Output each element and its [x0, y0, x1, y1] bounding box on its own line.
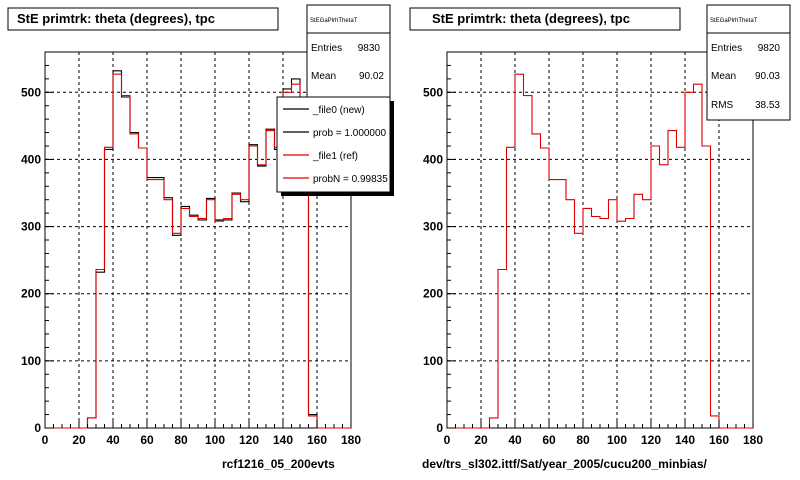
y-tick-label: 300	[423, 220, 443, 234]
y-tick-label: 0	[436, 421, 443, 435]
x-tick-label: 40	[508, 433, 522, 447]
y-tick-label: 200	[21, 287, 41, 301]
right-stats-mean-label: Mean	[711, 71, 736, 82]
histogram-series-1	[45, 73, 351, 429]
left-histograms	[45, 70, 351, 429]
x-tick-label: 180	[743, 433, 763, 447]
x-tick-label: 0	[42, 433, 49, 447]
left-axis-ticks: 0 20 40 60 80 100 120 140 160 180 0 100 200 300 400 500	[21, 51, 361, 447]
x-tick-label: 140	[273, 433, 293, 447]
x-tick-label: 180	[341, 433, 361, 447]
x-tick-label: 20	[474, 433, 488, 447]
x-tick-label: 120	[239, 433, 259, 447]
x-tick-label: 20	[72, 433, 86, 447]
x-tick-label: 80	[576, 433, 590, 447]
right-axis-ticks: 0 20 40 60 80 100 120 140 160 180 0 100 200 300 400 500	[423, 51, 763, 447]
right-stats-rms-label: RMS	[711, 100, 734, 111]
left-legend: _file0 (new) prob = 1.000000 _file1 (ref…	[276, 96, 394, 196]
x-tick-label: 120	[641, 433, 661, 447]
histogram-series-0	[45, 70, 351, 429]
x-tick-label: 60	[542, 433, 556, 447]
right-histograms	[447, 73, 753, 429]
left-stats-name: StEGaPlrhThetaT	[310, 18, 358, 24]
x-tick-label: 140	[675, 433, 695, 447]
legend-label-ref: _file1 (ref)	[312, 151, 358, 162]
right-title: StE primtrk: theta (degrees), tpc	[432, 11, 630, 26]
y-tick-label: 100	[21, 354, 41, 368]
y-tick-label: 400	[21, 152, 41, 166]
x-tick-label: 60	[140, 433, 154, 447]
right-x-label: dev/trs_sl302.ittf/Sat/year_2005/cucu200…	[422, 457, 707, 471]
y-tick-label: 0	[34, 421, 41, 435]
right-stats-entries-label: Entries	[711, 43, 742, 54]
right-stats-mean: 90.03	[755, 71, 780, 82]
right-stats-name: StEGaPlrhThetaT	[710, 18, 758, 24]
legend-label-probn: probN = 0.99835	[313, 174, 388, 185]
x-tick-label: 160	[709, 433, 729, 447]
left-stats-mean: 90.02	[359, 71, 384, 82]
legend-label-new: _file0 (new)	[312, 105, 365, 116]
right-stats-entries: 9820	[758, 43, 781, 54]
y-tick-label: 300	[21, 220, 41, 234]
histogram-series-0	[447, 73, 753, 429]
left-title: StE primtrk: theta (degrees), tpc	[17, 11, 215, 26]
right-stats-rms: 38.53	[755, 100, 780, 111]
legend-label-prob: prob = 1.000000	[313, 128, 387, 139]
left-title-box	[7, 7, 279, 31]
left-stats-entries-label: Entries	[311, 43, 342, 54]
y-tick-label: 500	[423, 85, 443, 99]
x-tick-label: 160	[307, 433, 327, 447]
y-tick-label: 100	[423, 354, 443, 368]
left-x-label: rcf1216_05_200evts	[222, 457, 335, 471]
x-tick-label: 40	[106, 433, 120, 447]
right-title-box	[409, 7, 681, 31]
x-tick-label: 80	[174, 433, 188, 447]
right-stats-box: StEGaPlrhThetaT Entries 9820 Mean 90.03 …	[706, 4, 791, 121]
y-tick-label: 400	[423, 152, 443, 166]
left-stats-entries: 9830	[358, 43, 381, 54]
x-tick-label: 0	[444, 433, 451, 447]
x-tick-label: 100	[607, 433, 627, 447]
y-tick-label: 500	[21, 85, 41, 99]
x-tick-label: 100	[205, 433, 225, 447]
y-tick-label: 200	[423, 287, 443, 301]
left-stats-mean-label: Mean	[311, 71, 336, 82]
